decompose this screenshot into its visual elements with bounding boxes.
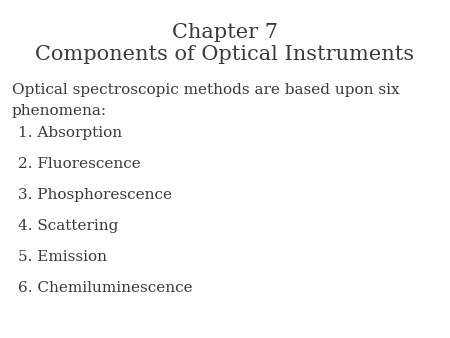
Text: 4. Scattering: 4. Scattering [18, 219, 118, 233]
Text: Components of Optical Instruments: Components of Optical Instruments [36, 45, 414, 64]
Text: 6. Chemiluminescence: 6. Chemiluminescence [18, 281, 193, 295]
Text: 3. Phosphorescence: 3. Phosphorescence [18, 188, 172, 202]
Text: 5. Emission: 5. Emission [18, 250, 107, 264]
Text: Chapter 7: Chapter 7 [172, 23, 278, 42]
Text: 2. Fluorescence: 2. Fluorescence [18, 157, 141, 171]
Text: 1. Absorption: 1. Absorption [18, 126, 122, 140]
Text: Optical spectroscopic methods are based upon six
phenomena:: Optical spectroscopic methods are based … [12, 83, 400, 118]
